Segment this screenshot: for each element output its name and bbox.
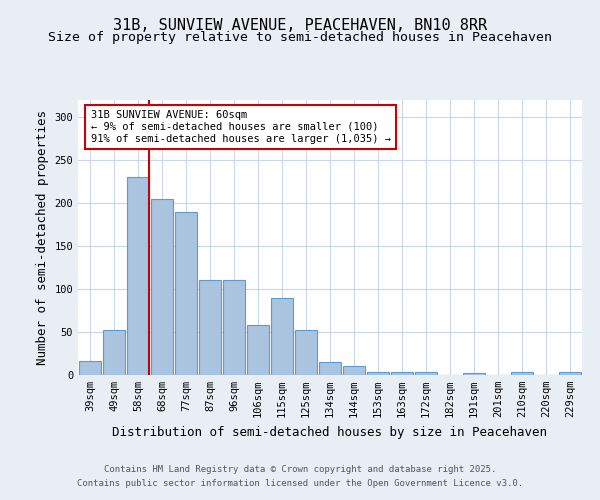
Text: Size of property relative to semi-detached houses in Peacehaven: Size of property relative to semi-detach…: [48, 31, 552, 44]
X-axis label: Distribution of semi-detached houses by size in Peacehaven: Distribution of semi-detached houses by …: [113, 426, 548, 438]
Bar: [367, 372, 389, 375]
Bar: [223, 280, 245, 375]
Bar: [463, 374, 485, 375]
Bar: [151, 199, 173, 375]
Bar: [79, 361, 101, 375]
Bar: [199, 280, 221, 375]
Y-axis label: Number of semi-detached properties: Number of semi-detached properties: [36, 110, 49, 365]
Text: Contains public sector information licensed under the Open Government Licence v3: Contains public sector information licen…: [77, 478, 523, 488]
Bar: [511, 372, 533, 375]
Bar: [319, 362, 341, 375]
Bar: [391, 372, 413, 375]
Text: 31B, SUNVIEW AVENUE, PEACEHAVEN, BN10 8RR: 31B, SUNVIEW AVENUE, PEACEHAVEN, BN10 8R…: [113, 18, 487, 32]
Bar: [127, 178, 149, 375]
Bar: [295, 330, 317, 375]
Bar: [343, 366, 365, 375]
Bar: [247, 325, 269, 375]
Bar: [559, 372, 581, 375]
Bar: [415, 372, 437, 375]
Bar: [103, 330, 125, 375]
Text: Contains HM Land Registry data © Crown copyright and database right 2025.: Contains HM Land Registry data © Crown c…: [104, 465, 496, 474]
Text: 31B SUNVIEW AVENUE: 60sqm
← 9% of semi-detached houses are smaller (100)
91% of : 31B SUNVIEW AVENUE: 60sqm ← 9% of semi-d…: [91, 110, 391, 144]
Bar: [271, 298, 293, 375]
Bar: [175, 212, 197, 375]
